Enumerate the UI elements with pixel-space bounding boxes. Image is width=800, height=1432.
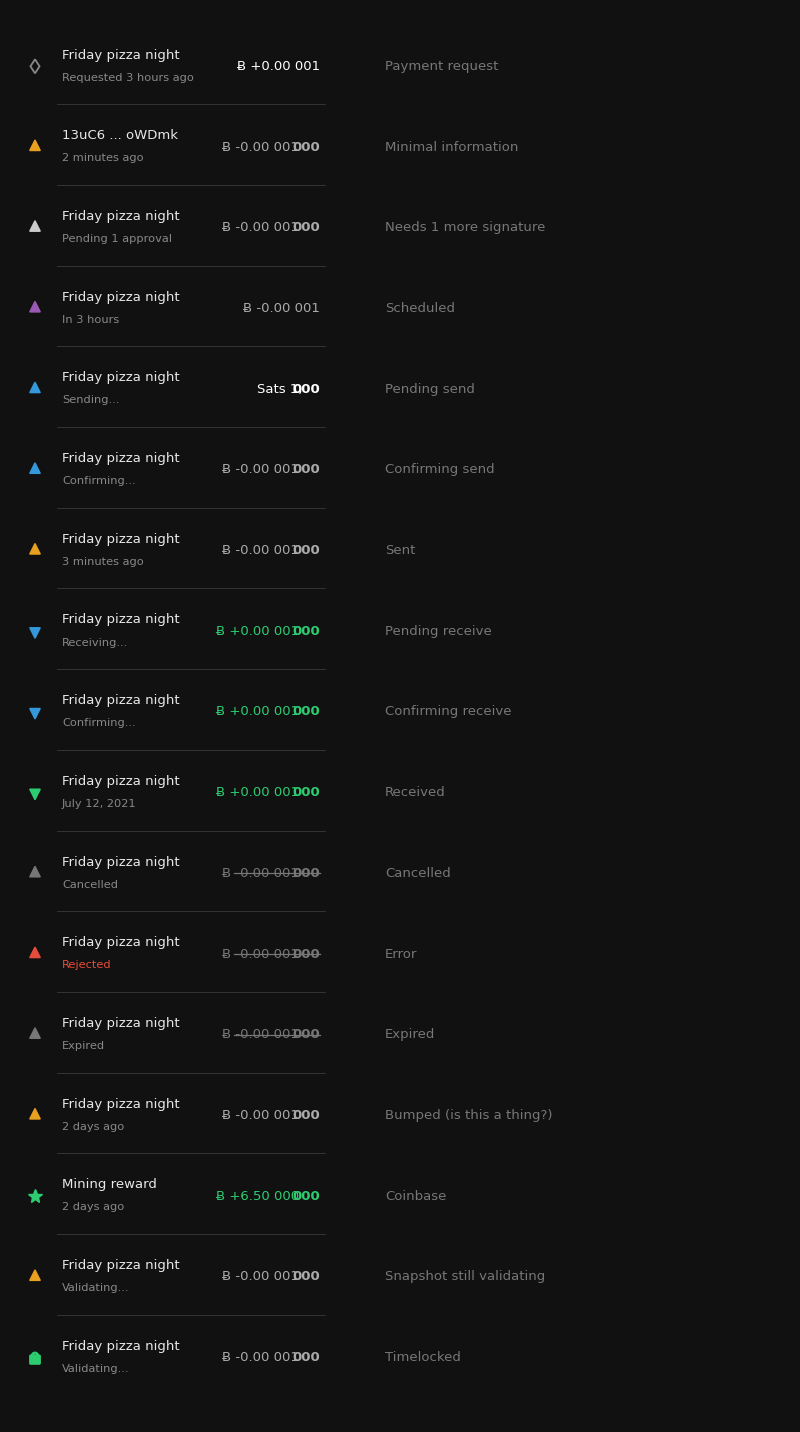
Text: Ƀ -0.00 001: Ƀ -0.00 001 [222,1108,303,1123]
Text: Ƀ -0.00 001: Ƀ -0.00 001 [222,140,303,153]
Text: 000: 000 [292,1352,320,1365]
Text: Ƀ +0.00 001: Ƀ +0.00 001 [215,706,303,719]
FancyBboxPatch shape [30,1355,40,1365]
Text: 2 minutes ago: 2 minutes ago [62,153,144,163]
Text: Friday pizza night: Friday pizza night [62,613,180,626]
Polygon shape [30,1028,40,1038]
Text: Friday pizza night: Friday pizza night [62,695,180,707]
Text: Friday pizza night: Friday pizza night [62,855,180,869]
Text: Ƀ -0.00 001: Ƀ -0.00 001 [222,866,303,879]
Polygon shape [30,382,40,392]
Polygon shape [30,1108,40,1118]
Text: Ƀ -0.00 001: Ƀ -0.00 001 [222,544,303,557]
Text: Friday pizza night: Friday pizza night [62,937,180,949]
Text: Requested 3 hours ago: Requested 3 hours ago [62,73,194,83]
Text: 000: 000 [292,544,320,557]
Text: Received: Received [385,786,446,799]
Text: 2 days ago: 2 days ago [62,1203,124,1213]
Text: Ƀ +0.00 001: Ƀ +0.00 001 [215,624,303,637]
Text: Friday pizza night: Friday pizza night [62,371,180,384]
Polygon shape [30,789,40,799]
Text: Friday pizza night: Friday pizza night [62,291,180,304]
Text: Ƀ +0.00 001: Ƀ +0.00 001 [215,786,303,799]
Text: 000: 000 [292,1108,320,1123]
Text: Friday pizza night: Friday pizza night [62,1017,180,1030]
Text: Mining reward: Mining reward [62,1179,157,1191]
Text: Rejected: Rejected [62,961,112,971]
Text: 000: 000 [292,221,320,235]
Text: Ƀ -0.00 001: Ƀ -0.00 001 [243,302,320,315]
Text: Scheduled: Scheduled [385,302,455,315]
Polygon shape [30,627,40,639]
Text: Pending send: Pending send [385,382,475,395]
Text: 2 days ago: 2 days ago [62,1121,124,1131]
Text: Friday pizza night: Friday pizza night [62,453,180,465]
Polygon shape [30,140,40,150]
Text: 000: 000 [292,1270,320,1283]
Text: Ƀ -0.00 001: Ƀ -0.00 001 [222,464,303,477]
Text: 000: 000 [292,706,320,719]
Text: Cancelled: Cancelled [385,866,450,879]
Text: Expired: Expired [385,1028,435,1041]
Text: Needs 1 more signature: Needs 1 more signature [385,221,546,235]
Polygon shape [30,221,40,231]
Text: Minimal information: Minimal information [385,140,518,153]
Polygon shape [30,1270,40,1280]
Text: Confirming send: Confirming send [385,464,494,477]
Text: Validating...: Validating... [62,1363,130,1373]
Text: Ƀ -0.00 001: Ƀ -0.00 001 [222,221,303,235]
Text: 000: 000 [292,1190,320,1203]
Text: Bumped (is this a thing?): Bumped (is this a thing?) [385,1108,553,1123]
Text: Confirming...: Confirming... [62,477,136,485]
Text: Ƀ -0.00 001: Ƀ -0.00 001 [222,1270,303,1283]
Text: Friday pizza night: Friday pizza night [62,1098,180,1111]
Text: Ƀ -0.00 001: Ƀ -0.00 001 [222,1028,303,1041]
Text: Ƀ +0.00 001: Ƀ +0.00 001 [237,60,320,73]
Polygon shape [30,544,40,554]
Text: Ƀ -0.00 001: Ƀ -0.00 001 [222,948,303,961]
Text: Friday pizza night: Friday pizza night [62,49,180,62]
Text: Expired: Expired [62,1041,105,1051]
Polygon shape [30,866,40,876]
Text: Friday pizza night: Friday pizza night [62,211,180,223]
Text: Snapshot still validating: Snapshot still validating [385,1270,546,1283]
Text: 000: 000 [292,948,320,961]
Text: 000: 000 [292,624,320,637]
Text: Receiving...: Receiving... [62,637,128,647]
Text: Timelocked: Timelocked [385,1352,461,1365]
Text: Ƀ -0.00 001: Ƀ -0.00 001 [222,1352,303,1365]
Text: Sent: Sent [385,544,415,557]
Polygon shape [30,947,40,958]
Text: 000: 000 [292,866,320,879]
Text: 000: 000 [292,140,320,153]
Text: Friday pizza night: Friday pizza night [62,533,180,546]
Text: Friday pizza night: Friday pizza night [62,1340,180,1353]
Text: 000: 000 [292,1028,320,1041]
Polygon shape [30,301,40,312]
Text: Confirming...: Confirming... [62,719,136,729]
Text: Pending receive: Pending receive [385,624,492,637]
Text: 3 minutes ago: 3 minutes ago [62,557,144,567]
Text: 13uC6 ... oWDmk: 13uC6 ... oWDmk [62,129,178,142]
Text: Confirming receive: Confirming receive [385,706,511,719]
Text: Sending...: Sending... [62,395,119,405]
Text: Ƀ +6.50 000: Ƀ +6.50 000 [215,1190,303,1203]
Text: 000: 000 [292,464,320,477]
Text: Coinbase: Coinbase [385,1190,446,1203]
Text: Sats 1,: Sats 1, [258,382,303,395]
Text: 000: 000 [292,786,320,799]
Text: Cancelled: Cancelled [62,879,118,889]
Polygon shape [30,463,40,474]
Text: In 3 hours: In 3 hours [62,315,119,325]
Text: Friday pizza night: Friday pizza night [62,1259,180,1272]
Text: Payment request: Payment request [385,60,498,73]
Text: 000: 000 [292,382,320,395]
Text: July 12, 2021: July 12, 2021 [62,799,137,809]
Text: Validating...: Validating... [62,1283,130,1293]
Polygon shape [30,709,40,719]
Text: Friday pizza night: Friday pizza night [62,775,180,788]
Text: Pending 1 approval: Pending 1 approval [62,233,172,243]
Text: Error: Error [385,948,418,961]
